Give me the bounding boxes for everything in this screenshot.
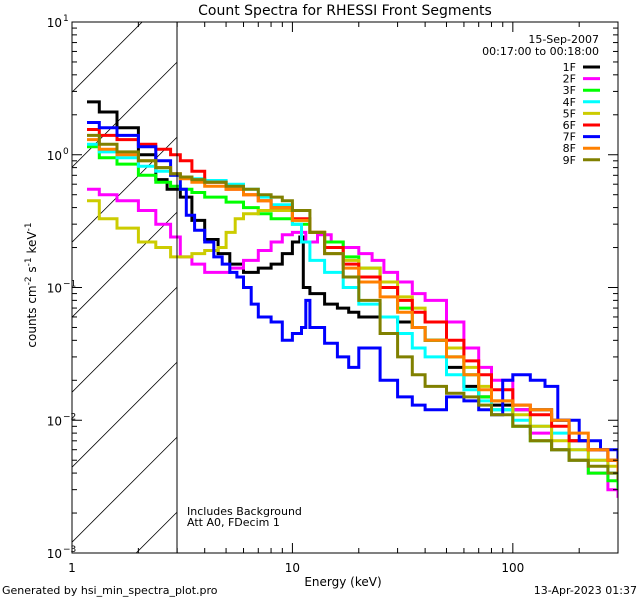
annotation-background: Includes Background: [187, 505, 302, 518]
y-tick-label: 10: [47, 16, 62, 30]
y-tick-label-base: 10: [47, 547, 62, 561]
series-line-2F: [87, 187, 618, 498]
y-axis-label-exp2: -1: [24, 257, 34, 266]
x-tick-label: 10: [285, 561, 300, 575]
y-tick-label-exponent: −1: [63, 280, 76, 290]
y-tick-label-base: 10: [47, 16, 62, 30]
hatch-line: [72, 136, 178, 243]
y-tick-label-exponent: 1: [63, 14, 69, 24]
y-tick-label: 10: [47, 282, 62, 296]
y-tick-label-base: 10: [47, 149, 62, 163]
y-axis-label: counts cm-2 s-1 keV-1: [24, 222, 39, 347]
x-tick-label: 1: [68, 561, 76, 575]
series-line-7F: [87, 121, 618, 467]
y-axis-label-text: counts cm: [25, 285, 39, 347]
legend-date: 15-Sep-2007: [528, 33, 599, 46]
x-axis-label: Energy (keV): [304, 575, 381, 589]
series-line-1F: [87, 100, 618, 467]
hatch-line: [72, 436, 178, 543]
x-tick-label: 100: [501, 561, 524, 575]
y-axis-label-exp1: -2: [24, 276, 34, 285]
series-layer: [87, 100, 618, 498]
hatch-line: [135, 511, 178, 553]
y-axis-label-text2: s: [25, 266, 39, 276]
chart-title: Count Spectra for RHESSI Front Segments: [198, 3, 492, 19]
y-tick-label: 10: [47, 414, 62, 428]
legend: 15-Sep-2007 00:17:00 to 00:18:00 1F2F3F4…: [482, 33, 600, 167]
legend-label-3F: 3F: [563, 84, 576, 97]
hatch-line: [72, 61, 178, 168]
hatch-line: [72, 286, 178, 393]
legend-label-7F: 7F: [563, 131, 576, 144]
y-tick-label-base: 10: [47, 414, 62, 428]
y-axis-label-exp3: -1: [24, 222, 34, 231]
y-tick-label: 10: [47, 547, 62, 561]
legend-label-4F: 4F: [563, 96, 576, 109]
legend-label-8F: 8F: [563, 142, 576, 155]
x-axis-tick-labels: 1 10 100: [68, 561, 524, 575]
y-axis-ticks: [72, 27, 618, 554]
legend-label-2F: 2F: [563, 73, 576, 86]
legend-time-range: 00:17:00 to 00:18:00: [482, 45, 599, 58]
legend-label-1F: 1F: [563, 61, 576, 74]
hatch-line: [72, 361, 178, 468]
y-tick-label-exponent: −2: [63, 412, 76, 422]
hatch-line: [72, 0, 177, 17]
legend-label-6F: 6F: [563, 119, 576, 132]
annotation-attenuator: Att A0, FDecim 1: [187, 516, 280, 529]
legend-label-9F: 9F: [563, 154, 576, 167]
y-tick-label-exponent: 0: [63, 147, 69, 157]
series-line-3F: [87, 145, 618, 490]
legend-label-5F: 5F: [563, 107, 576, 120]
excluded-energy-hatch: [72, 0, 178, 553]
y-tick-label: 10: [47, 149, 62, 163]
y-tick-label-base: 10: [47, 282, 62, 296]
hatch-line: [72, 211, 178, 318]
hatch-line: [72, 22, 143, 93]
footer-timestamp: 13-Apr-2023 01:37: [534, 584, 637, 597]
y-tick-label-exponent: −3: [63, 545, 76, 555]
series-line-9F: [87, 133, 618, 481]
footer-generated-by: Generated by hsi_min_spectra_plot.pro: [2, 584, 218, 597]
y-axis-label-text3: keV: [25, 231, 39, 258]
x-axis-ticks: [71, 22, 619, 553]
